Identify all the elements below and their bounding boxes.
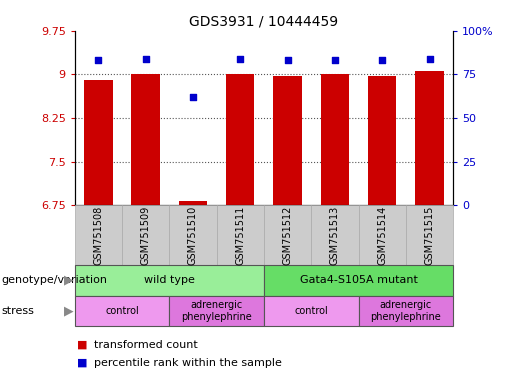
Point: [378, 57, 386, 63]
Text: transformed count: transformed count: [94, 340, 198, 350]
Text: Gata4-S105A mutant: Gata4-S105A mutant: [300, 275, 418, 285]
Text: GSM751514: GSM751514: [377, 205, 387, 265]
Text: genotype/variation: genotype/variation: [2, 275, 108, 285]
Point: [331, 57, 339, 63]
Text: percentile rank within the sample: percentile rank within the sample: [94, 358, 282, 368]
Title: GDS3931 / 10444459: GDS3931 / 10444459: [190, 14, 338, 28]
Bar: [273, 76, 302, 205]
Text: GSM751515: GSM751515: [424, 205, 435, 265]
Point: [236, 56, 245, 62]
Text: wild type: wild type: [144, 275, 195, 285]
Bar: [84, 80, 112, 205]
Text: control: control: [105, 306, 139, 316]
Point: [189, 94, 197, 100]
Point: [283, 57, 291, 63]
Text: stress: stress: [2, 306, 35, 316]
Bar: [131, 74, 160, 205]
Text: adrenergic
phenylephrine: adrenergic phenylephrine: [370, 300, 441, 322]
Text: control: control: [295, 306, 328, 316]
Text: GSM751509: GSM751509: [141, 205, 151, 265]
Text: ■: ■: [77, 340, 88, 350]
Bar: [415, 71, 444, 205]
Bar: [368, 76, 397, 205]
Point: [142, 56, 150, 62]
Text: GSM751508: GSM751508: [93, 205, 104, 265]
Bar: [179, 201, 207, 205]
Text: ■: ■: [77, 358, 88, 368]
Text: ▶: ▶: [64, 305, 74, 318]
Text: GSM751512: GSM751512: [283, 205, 293, 265]
Bar: [226, 74, 254, 205]
Bar: [321, 74, 349, 205]
Text: GSM751510: GSM751510: [188, 205, 198, 265]
Text: GSM751513: GSM751513: [330, 205, 340, 265]
Text: ▶: ▶: [64, 274, 74, 287]
Text: GSM751511: GSM751511: [235, 205, 245, 265]
Point: [425, 56, 434, 62]
Point: [94, 57, 102, 63]
Text: adrenergic
phenylephrine: adrenergic phenylephrine: [181, 300, 252, 322]
